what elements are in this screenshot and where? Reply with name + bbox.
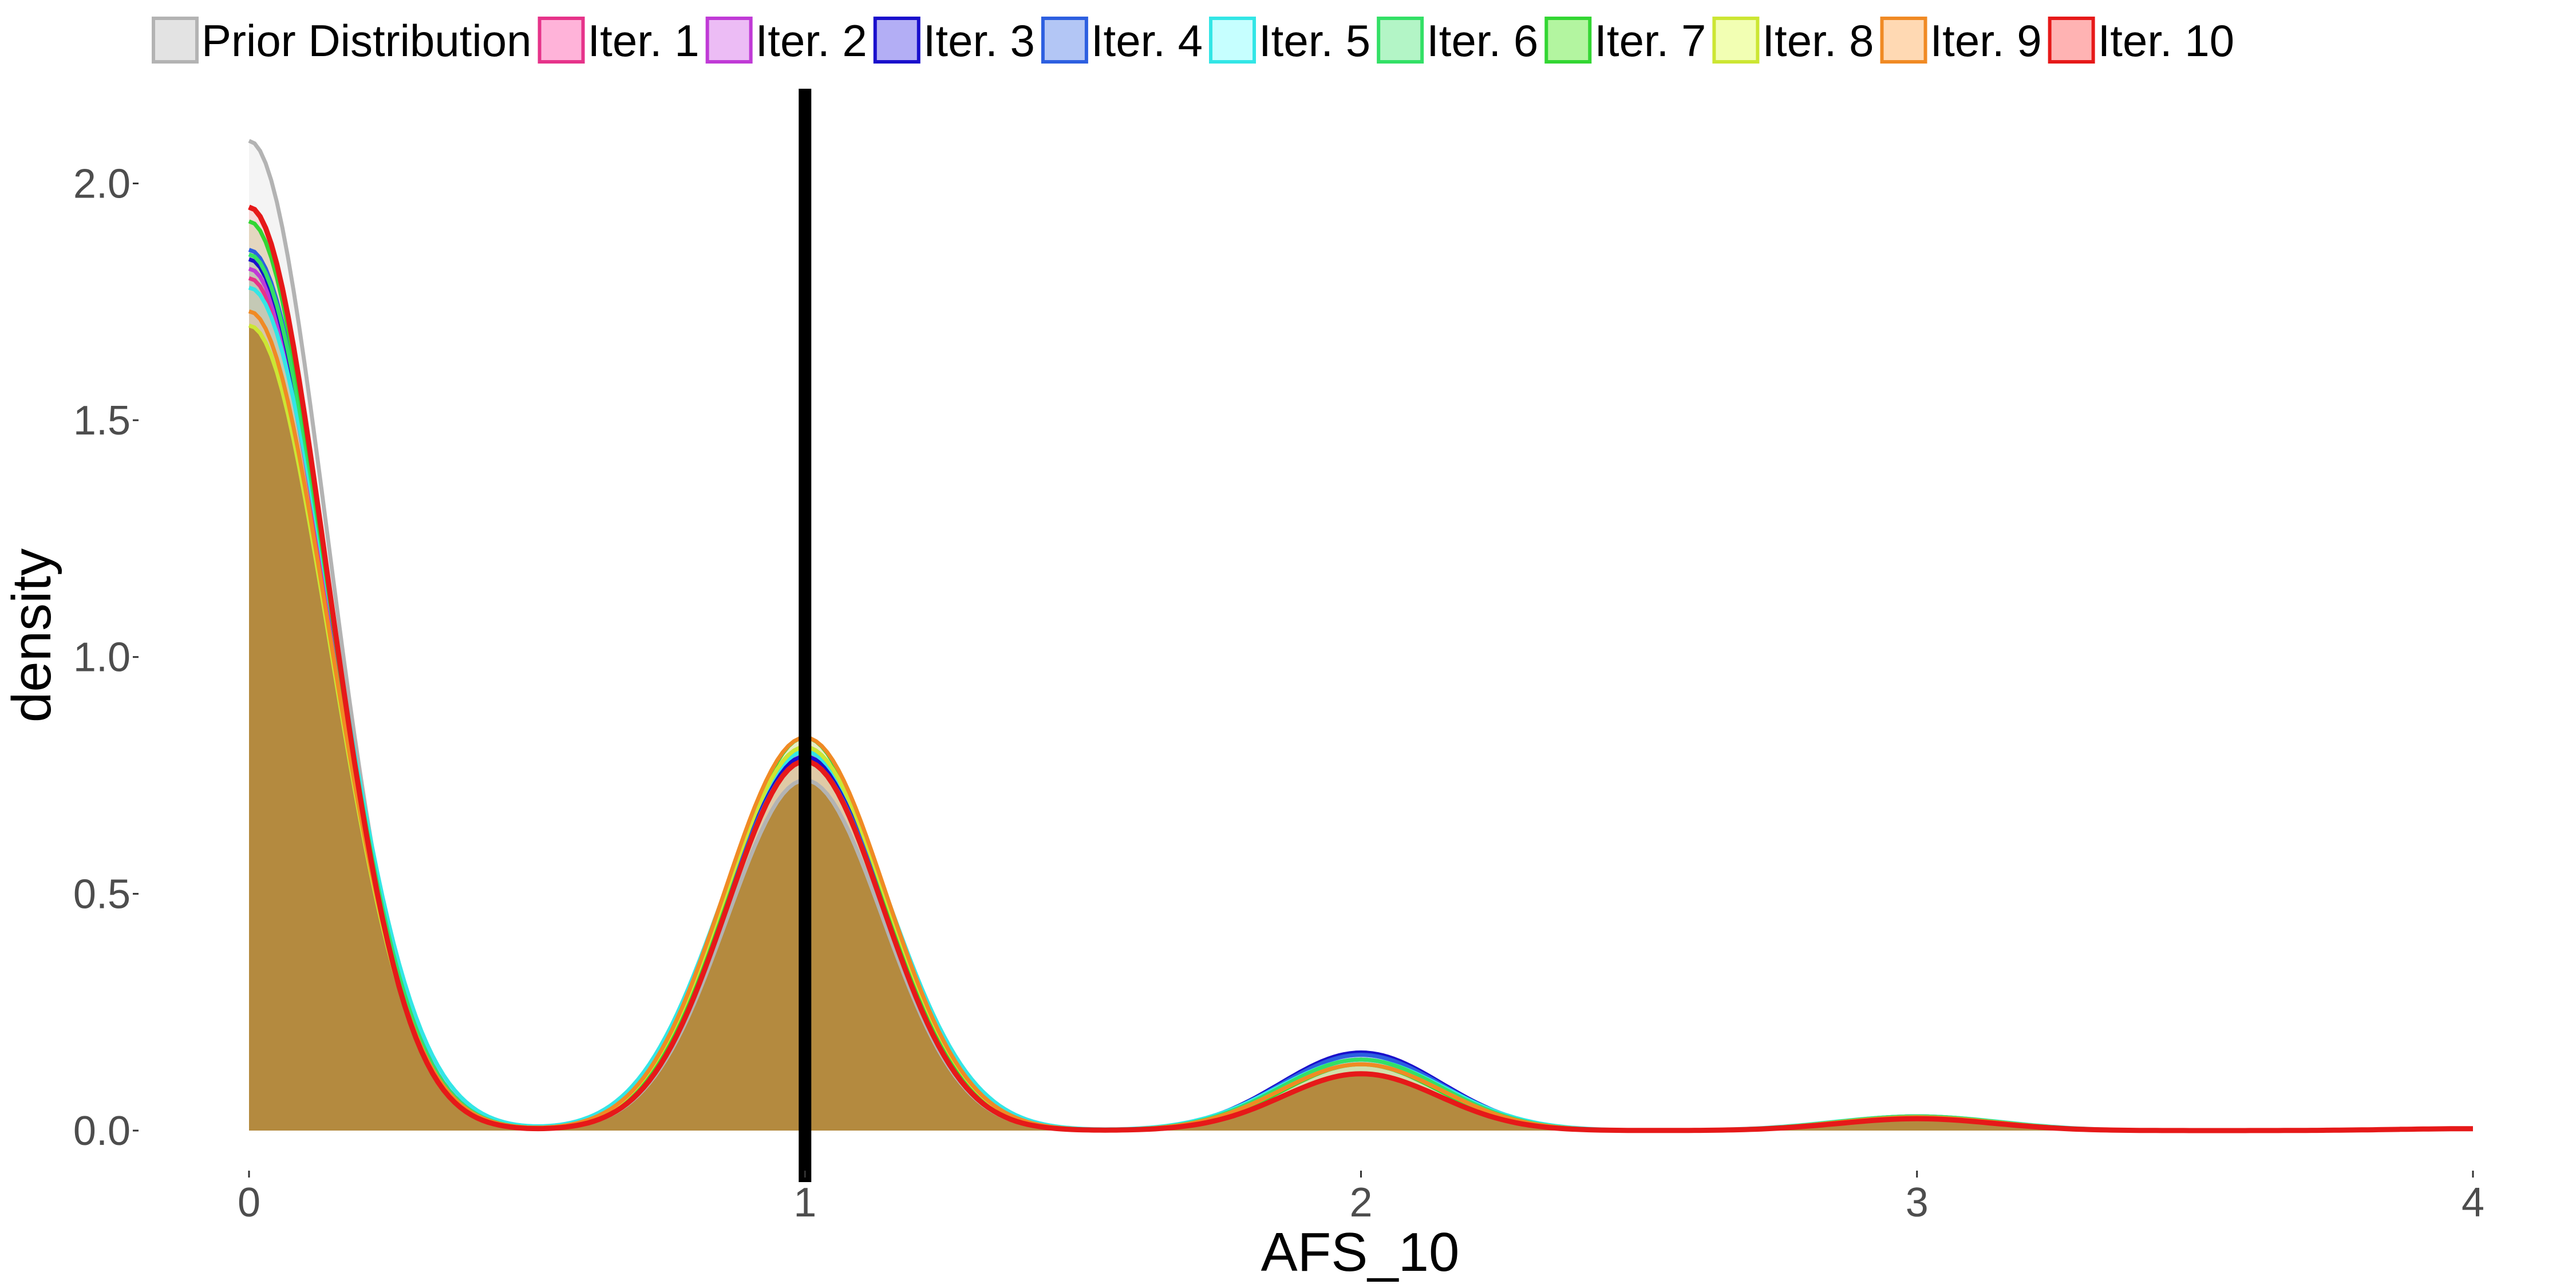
density-line-top — [248, 204, 2473, 1133]
density-line-0 — [248, 139, 2473, 1133]
legend-swatch-8 — [1712, 17, 1760, 64]
legend-label-5: Iter. 5 — [1259, 15, 1370, 66]
legend-label-1: Iter. 1 — [588, 15, 700, 66]
legend-item-10: Iter. 10 — [2048, 15, 2235, 66]
density-line-2 — [248, 267, 2473, 1133]
legend-item-0: Prior Distribution — [152, 15, 532, 66]
legend-item-8: Iter. 8 — [1712, 15, 1874, 66]
y-tick-label-1: 0.5 — [73, 871, 131, 917]
legend-item-9: Iter. 9 — [1880, 15, 2042, 66]
legend-swatch-6 — [1377, 17, 1424, 64]
legend-label-7: Iter. 7 — [1594, 15, 1706, 66]
legend-label-10: Iter. 10 — [2098, 15, 2235, 66]
density-area-6 — [249, 254, 2473, 1131]
legend-swatch-4 — [1041, 17, 1088, 64]
legend-item-2: Iter. 2 — [705, 15, 867, 66]
legend-item-3: Iter. 3 — [873, 15, 1035, 66]
density-line-9 — [248, 309, 2473, 1133]
legend-label-6: Iter. 6 — [1427, 15, 1538, 66]
legend-swatch-1 — [538, 17, 585, 64]
legend-label-0: Prior Distribution — [202, 15, 532, 66]
y-axis: 0.0 0.5 1.0 1.5 2.0 — [73, 161, 139, 1154]
legend-label-3: Iter. 3 — [923, 15, 1035, 66]
density-area-7 — [249, 221, 2473, 1131]
legend-swatch-7 — [1544, 17, 1592, 64]
legend-swatch-2 — [705, 17, 753, 64]
legend-item-1: Iter. 1 — [538, 15, 700, 66]
y-tick-label-0: 0.0 — [73, 1108, 131, 1154]
legend-swatch-0 — [152, 17, 199, 64]
density-area-8 — [249, 325, 2473, 1131]
legend-label-9: Iter. 9 — [1930, 15, 2042, 66]
density-lines — [248, 139, 2473, 1133]
density-line-4 — [248, 248, 2473, 1133]
density-line-5 — [248, 286, 2473, 1133]
density-line-10 — [248, 205, 2473, 1133]
x-axis: 0 1 2 3 4 — [238, 1171, 2484, 1226]
x-tick-label-4: 4 — [2462, 1180, 2484, 1226]
legend-item-4: Iter. 4 — [1041, 15, 1203, 66]
density-area-4 — [249, 250, 2473, 1131]
legend-item-7: Iter. 7 — [1544, 15, 1706, 66]
density-area-0 — [249, 141, 2473, 1131]
density-line-1 — [248, 276, 2473, 1133]
legend-label-8: Iter. 8 — [1762, 15, 1874, 66]
legend: Prior Distribution Iter. 1 Iter. 2 Iter. 3 I… — [152, 15, 2235, 66]
y-tick-label-2: 1.0 — [73, 635, 131, 681]
density-area-3 — [249, 259, 2473, 1131]
density-area-1 — [249, 278, 2473, 1131]
x-tick-label-0: 0 — [238, 1180, 260, 1226]
legend-label-4: Iter. 4 — [1091, 15, 1203, 66]
density-area-5 — [249, 287, 2473, 1131]
density-line-7 — [248, 219, 2473, 1133]
legend-label-2: Iter. 2 — [756, 15, 867, 66]
legend-item-5: Iter. 5 — [1209, 15, 1370, 66]
legend-swatch-5 — [1209, 17, 1257, 64]
density-area-2 — [249, 268, 2473, 1131]
density-line-3 — [248, 257, 2473, 1133]
density-area-9 — [249, 311, 2473, 1131]
x-tick-label-1: 1 — [793, 1180, 816, 1226]
density-areas — [249, 141, 2473, 1131]
x-tick-label-2: 2 — [1349, 1180, 1372, 1226]
legend-item-6: Iter. 6 — [1377, 15, 1538, 66]
x-axis-title: AFS_10 — [1261, 1222, 1460, 1283]
y-tick-label-3: 1.5 — [73, 398, 131, 444]
density-overlap-area — [249, 325, 2473, 1131]
legend-swatch-3 — [873, 17, 920, 64]
y-axis-title: density — [1, 548, 62, 722]
density-area-10 — [249, 207, 2473, 1131]
density-line-8 — [248, 323, 2473, 1133]
x-tick-label-3: 3 — [1906, 1180, 1929, 1226]
legend-swatch-10 — [2048, 17, 2095, 64]
legend-swatch-9 — [1880, 17, 1927, 64]
density-line-6 — [248, 252, 2473, 1133]
y-tick-label-4: 2.0 — [73, 161, 131, 207]
